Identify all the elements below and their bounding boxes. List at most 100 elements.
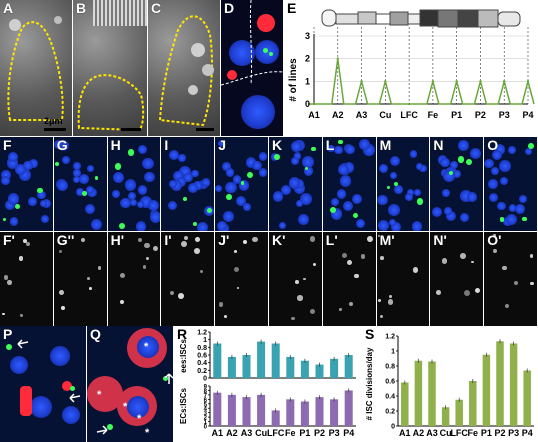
panel-h2: H': [107, 232, 161, 326]
panel-label-k2: K': [272, 232, 286, 248]
chart-r-bottom-ylabel: ECs:ISCs: [179, 387, 188, 424]
bar: [271, 343, 280, 378]
panel-l: L: [322, 137, 376, 231]
chart-e-ytick: 0: [305, 99, 310, 109]
bar-xtick: P2: [494, 428, 505, 438]
bar-ytick: 1: [391, 349, 395, 356]
chart-e-point: [479, 80, 482, 83]
bar-ytick: 0.2: [385, 409, 395, 416]
em-panel-c: C: [148, 0, 220, 136]
panel-label-l: L: [325, 137, 335, 153]
chart-e-xtick: LFC: [400, 110, 418, 120]
bar: [414, 360, 423, 426]
panel-label-r: R: [177, 326, 188, 342]
chart-e-xtick: A3: [356, 110, 368, 120]
bar-ytick: 0.8: [197, 345, 207, 352]
panel-label-g: G: [56, 137, 68, 153]
panel-label-h: H: [110, 137, 121, 153]
panel-label-j: J: [218, 137, 226, 153]
bar-ytick: 4: [204, 407, 208, 413]
bar-xtick: P1: [481, 428, 492, 438]
panel-label-g2: G'': [56, 232, 75, 248]
bar-xtick: A2: [413, 428, 425, 438]
bar: [286, 356, 295, 378]
bar-ytick: 9: [204, 385, 208, 391]
chart-e-xtick: Cu: [379, 110, 391, 120]
panel-g2: G'': [53, 232, 107, 326]
bar: [344, 355, 353, 378]
panel-label-e: E: [287, 0, 297, 16]
bar-ytick: 1: [203, 337, 207, 344]
bar-ytick: 0.6: [385, 379, 395, 386]
bar-ytick: 1.2: [385, 334, 395, 341]
panel-n2: N': [430, 232, 484, 326]
bar: [509, 343, 518, 426]
chart-e-point: [407, 102, 411, 106]
chart-e-series-line: [308, 58, 535, 105]
bar-xtick: Fe: [468, 428, 479, 438]
scale-bar-b: [121, 128, 141, 131]
bar: [315, 364, 324, 378]
bar-xtick: A1: [212, 428, 224, 438]
panel-label-n: N: [433, 137, 444, 153]
panel-m: M: [376, 137, 430, 231]
bar: [300, 360, 309, 378]
chart-e-ytick: 1: [305, 76, 310, 86]
panel-label-p: P: [3, 326, 13, 342]
chart-e-xtick: P2: [475, 110, 486, 120]
bar-ytick: 0: [204, 425, 208, 431]
bar: [257, 341, 266, 378]
bar: [330, 358, 339, 378]
bar-xtick: LFC: [450, 428, 468, 438]
chart-e-point: [455, 80, 458, 83]
panel-label-f2: F': [3, 232, 15, 248]
chart-r-top-ylabel: ees:ISCs: [179, 339, 188, 373]
chart-e-point: [384, 80, 387, 83]
panel-label-l2: L': [325, 232, 338, 248]
chart-e-ytick: 3: [305, 31, 310, 41]
chart-e: 0 1 2 3 A1 A2 A3 Cu LFC Fe P1 P2 P3 P4 # of lines: [288, 9, 535, 120]
bar: [482, 354, 491, 426]
panel-label-m2: M': [379, 232, 395, 248]
bar: [315, 397, 324, 426]
panel-p: P: [0, 326, 86, 442]
bar: [286, 399, 295, 426]
panel-f2: F': [0, 232, 53, 326]
bar: [344, 390, 353, 426]
panel-m2: M': [376, 232, 430, 326]
chart-e-point: [360, 80, 363, 83]
chart-e-xtick: A1: [308, 110, 320, 120]
bar-xtick: A1: [399, 428, 411, 438]
bar-ytick: 2: [204, 416, 208, 422]
bar: [213, 392, 222, 426]
chart-e-point: [526, 80, 530, 83]
bar-xtick: P3: [329, 428, 340, 438]
bar-ytick: 7: [204, 393, 208, 399]
bar-ytick: 0: [203, 376, 207, 383]
bar: [401, 382, 409, 426]
panel-label-a: A: [3, 0, 14, 16]
bar: [227, 394, 236, 426]
panel-label-m: M: [379, 137, 392, 153]
chart-e-point: [503, 80, 506, 83]
panel-h: H: [107, 137, 161, 231]
bar-xtick: P2: [314, 428, 325, 438]
panel-label-q: Q: [90, 326, 101, 342]
panel-label-d: D: [224, 0, 235, 16]
panel-i2: I': [161, 232, 215, 326]
svg-text:*: *: [144, 341, 149, 353]
fluor-panel-d: D: [221, 0, 283, 136]
bar-xtick: P1: [299, 428, 310, 438]
bar-xtick: P4: [343, 428, 354, 438]
panel-label-n2: N': [433, 232, 447, 248]
panel-label-i: I: [164, 137, 169, 153]
bar-ytick: 0.6: [197, 353, 207, 360]
bar-ytick: 1: [204, 420, 208, 426]
bar: [523, 370, 531, 426]
em-panel-a: A 2μm: [0, 0, 72, 136]
em-outline-a: [7, 16, 64, 121]
bar-ytick: 0.4: [385, 394, 395, 401]
bar: [496, 341, 504, 426]
bar-ytick: 6: [204, 398, 208, 404]
chart-e-xtick: A2: [332, 110, 344, 120]
